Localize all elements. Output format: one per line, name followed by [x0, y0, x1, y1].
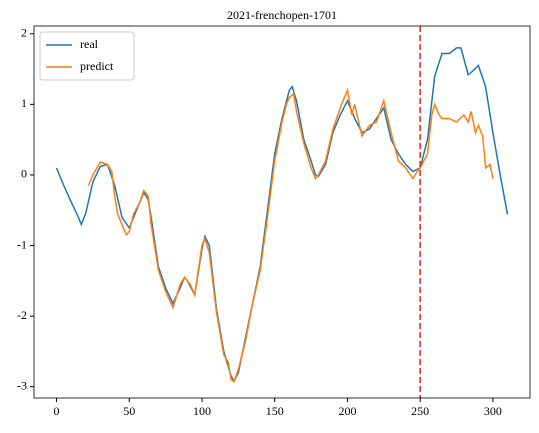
y-tick-label: -3 — [17, 378, 27, 392]
plot-frame — [33, 25, 531, 399]
y-tick-label: -1 — [17, 237, 27, 251]
x-tick-label: 200 — [338, 404, 356, 418]
x-tick-label: 300 — [484, 404, 502, 418]
x-tick-label: 150 — [266, 404, 284, 418]
series-line — [55, 47, 509, 383]
legend-box — [39, 31, 135, 81]
chart-title: 2021-frenchopen-1701 — [227, 8, 337, 22]
x-tick-label: 50 — [123, 404, 135, 418]
y-tick-label: -2 — [17, 308, 27, 322]
legend-label: predict — [80, 59, 114, 73]
x-tick-label: 250 — [411, 404, 429, 418]
x-tick-label: 0 — [54, 404, 60, 418]
series-line — [87, 87, 494, 384]
x-tick-label: 100 — [193, 404, 211, 418]
y-tick-label: 2 — [21, 26, 27, 40]
legend-label: real — [80, 37, 99, 51]
y-tick-label: 0 — [21, 167, 27, 181]
y-tick-label: 1 — [21, 96, 27, 110]
